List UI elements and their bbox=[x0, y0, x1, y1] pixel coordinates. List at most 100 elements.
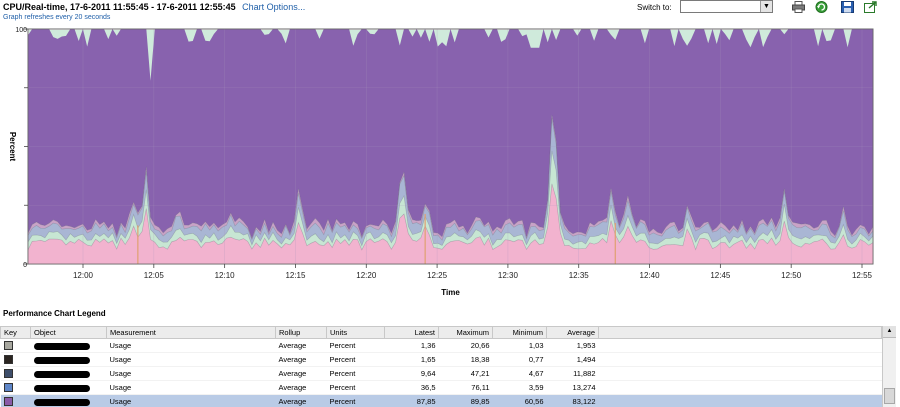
switch-to-select[interactable]: ▼ bbox=[680, 0, 773, 13]
x-tick-label: 12:50 bbox=[781, 271, 802, 280]
x-tick-label: 12:30 bbox=[498, 271, 519, 280]
column-header-average[interactable]: Average bbox=[546, 326, 599, 339]
cell-filler bbox=[598, 338, 882, 353]
cell-latest: 87,85 bbox=[384, 394, 439, 407]
cell-average: 13,274 bbox=[546, 380, 599, 395]
cell-rollup: Average bbox=[275, 352, 327, 367]
column-header-object[interactable]: Object bbox=[30, 326, 107, 339]
y-axis-label: Percent bbox=[8, 132, 17, 162]
cell-rollup: Average bbox=[275, 394, 327, 407]
cell-average: 83,122 bbox=[546, 394, 599, 407]
cell-filler bbox=[598, 352, 882, 367]
cell-minimum: 4,67 bbox=[492, 366, 547, 381]
x-tick-label: 12:10 bbox=[215, 271, 236, 280]
cell-rollup: Average bbox=[275, 338, 327, 353]
y-tick-label: 0 bbox=[23, 262, 27, 269]
legend-row[interactable]: Usage Average Percent 87,85 89,85 60,56 83,122 bbox=[0, 394, 882, 407]
series-color-swatch bbox=[3, 383, 13, 393]
cell-rollup: Average bbox=[275, 380, 327, 395]
series-line-2 bbox=[27, 150, 874, 247]
cell-key bbox=[0, 352, 31, 367]
x-tick-label: 12:40 bbox=[640, 271, 661, 280]
cell-object bbox=[30, 366, 107, 381]
cell-maximum: 47,21 bbox=[438, 366, 493, 381]
legend-title: Performance Chart Legend bbox=[3, 309, 106, 318]
cell-units: Percent bbox=[326, 366, 385, 381]
cell-units: Percent bbox=[326, 394, 385, 407]
cell-filler bbox=[598, 366, 882, 381]
legend-row[interactable]: Usage Average Percent 9,64 47,21 4,67 11,882 bbox=[0, 366, 882, 381]
cell-measurement: Usage bbox=[106, 352, 276, 367]
column-header-filler bbox=[598, 326, 882, 339]
cell-key bbox=[0, 380, 31, 395]
scroll-up-icon[interactable]: ▲ bbox=[883, 326, 896, 338]
save-icon[interactable] bbox=[841, 1, 854, 13]
cell-measurement: Usage bbox=[106, 338, 276, 353]
chart-title-text: CPU/Real-time, 17-6-2011 11:55:45 - 17-6… bbox=[3, 2, 236, 12]
column-header-measurement[interactable]: Measurement bbox=[106, 326, 276, 339]
cell-average: 1,953 bbox=[546, 338, 599, 353]
chart-header: CPU/Real-time, 17-6-2011 11:55:45 - 17-6… bbox=[0, 0, 900, 26]
column-header-maximum[interactable]: Maximum bbox=[438, 326, 493, 339]
series-color-swatch bbox=[3, 369, 13, 379]
cell-rollup: Average bbox=[275, 366, 327, 381]
cell-latest: 1,65 bbox=[384, 352, 439, 367]
cell-filler bbox=[598, 394, 882, 407]
x-tick-label: 12:55 bbox=[852, 271, 873, 280]
chevron-down-icon[interactable]: ▼ bbox=[760, 1, 772, 12]
series-line-3 bbox=[27, 118, 874, 241]
series-area-1 bbox=[28, 183, 873, 264]
cell-maximum: 76,11 bbox=[438, 380, 493, 395]
redacted-object-name bbox=[33, 398, 90, 406]
legend-row[interactable]: Usage Average Percent 1,65 18,38 0,77 1,494 bbox=[0, 352, 882, 367]
cell-maximum: 18,38 bbox=[438, 352, 493, 367]
cell-key bbox=[0, 338, 31, 353]
series-color-swatch bbox=[3, 341, 13, 351]
series-color-swatch bbox=[3, 397, 13, 407]
cell-key bbox=[0, 366, 31, 381]
switch-to-label: Switch to: bbox=[637, 3, 672, 12]
series-area-2 bbox=[28, 150, 873, 250]
column-header-key[interactable]: Key bbox=[0, 326, 31, 339]
cell-units: Percent bbox=[326, 352, 385, 367]
cell-object bbox=[30, 380, 107, 395]
cell-measurement: Usage bbox=[106, 380, 276, 395]
cell-maximum: 89,85 bbox=[438, 394, 493, 407]
column-header-latest[interactable]: Latest bbox=[384, 326, 439, 339]
legend-table-container: Key Object Measurement Rollup Units Late… bbox=[0, 326, 882, 407]
x-axis-label: Time bbox=[441, 288, 460, 297]
cell-units: Percent bbox=[326, 380, 385, 395]
cpu-chart: 0 100 12:00 12:05 12:10 12:15 12:20 12:25 12:30 1… bbox=[8, 27, 874, 297]
legend-header-row: Key Object Measurement Rollup Units Late… bbox=[0, 326, 882, 339]
chart-options-link[interactable]: Chart Options... bbox=[242, 2, 306, 12]
x-tick-label: 12:05 bbox=[144, 271, 165, 280]
cell-units: Percent bbox=[326, 338, 385, 353]
printer-icon[interactable] bbox=[792, 1, 805, 13]
cell-object bbox=[30, 352, 107, 367]
export-icon[interactable] bbox=[864, 1, 877, 13]
cell-key bbox=[0, 394, 31, 407]
column-header-minimum[interactable]: Minimum bbox=[492, 326, 547, 339]
cell-average: 1,494 bbox=[546, 352, 599, 367]
cell-filler bbox=[598, 380, 882, 395]
series-area-5 bbox=[28, 29, 873, 239]
cell-maximum: 20,66 bbox=[438, 338, 493, 353]
scroll-thumb[interactable] bbox=[884, 388, 895, 404]
cell-measurement: Usage bbox=[106, 366, 276, 381]
x-tick-label: 12:15 bbox=[285, 271, 306, 280]
legend-table: Key Object Measurement Rollup Units Late… bbox=[0, 326, 882, 407]
legend-row[interactable]: Usage Average Percent 36,5 76,11 3,59 13,274 bbox=[0, 380, 882, 395]
legend-scrollbar[interactable]: ▲ bbox=[882, 326, 896, 407]
refresh-icon[interactable] bbox=[815, 1, 828, 13]
x-tick-label: 12:00 bbox=[73, 271, 94, 280]
chart-title: CPU/Real-time, 17-6-2011 11:55:45 - 17-6… bbox=[3, 2, 305, 12]
cell-object bbox=[30, 338, 107, 353]
cell-latest: 36,5 bbox=[384, 380, 439, 395]
column-header-rollup[interactable]: Rollup bbox=[275, 326, 327, 339]
redacted-object-name bbox=[33, 342, 90, 350]
legend-row[interactable]: Usage Average Percent 1,36 20,66 1,03 1,953 bbox=[0, 338, 882, 353]
column-header-units[interactable]: Units bbox=[326, 326, 385, 339]
x-tick-label: 12:35 bbox=[569, 271, 590, 280]
redacted-object-name bbox=[33, 384, 90, 392]
x-tick-label: 12:20 bbox=[356, 271, 377, 280]
